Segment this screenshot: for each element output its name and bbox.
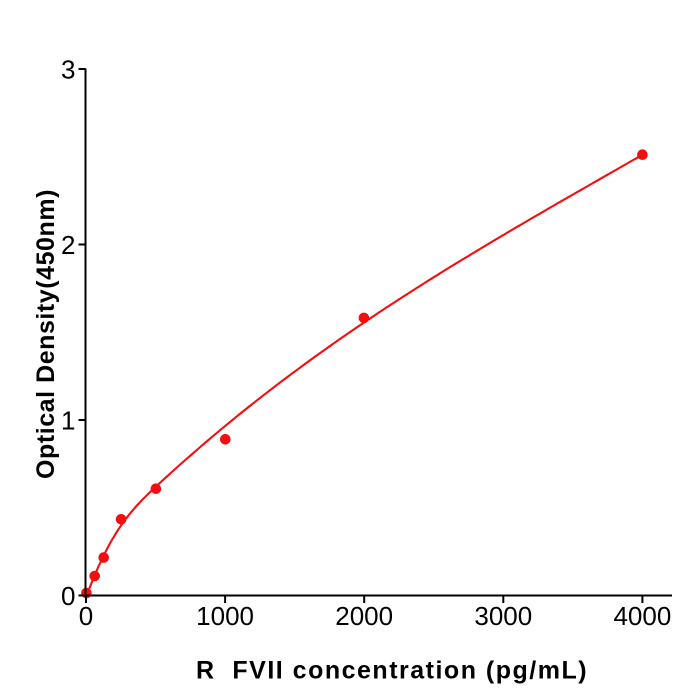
svg-text:2: 2 xyxy=(61,230,75,260)
svg-text:1000: 1000 xyxy=(196,601,254,631)
svg-text:2000: 2000 xyxy=(335,601,393,631)
svg-text:1: 1 xyxy=(61,406,75,436)
svg-text:Optical Density(450nm): Optical Density(450nm) xyxy=(32,189,60,479)
svg-text:4000: 4000 xyxy=(613,601,671,631)
svg-text:R FVII concentration (pg/mL): R FVII concentration (pg/mL) xyxy=(196,657,588,685)
svg-text:0: 0 xyxy=(79,601,93,631)
svg-text:3000: 3000 xyxy=(474,601,532,631)
svg-text:3: 3 xyxy=(61,55,75,85)
svg-text:0: 0 xyxy=(61,581,75,611)
